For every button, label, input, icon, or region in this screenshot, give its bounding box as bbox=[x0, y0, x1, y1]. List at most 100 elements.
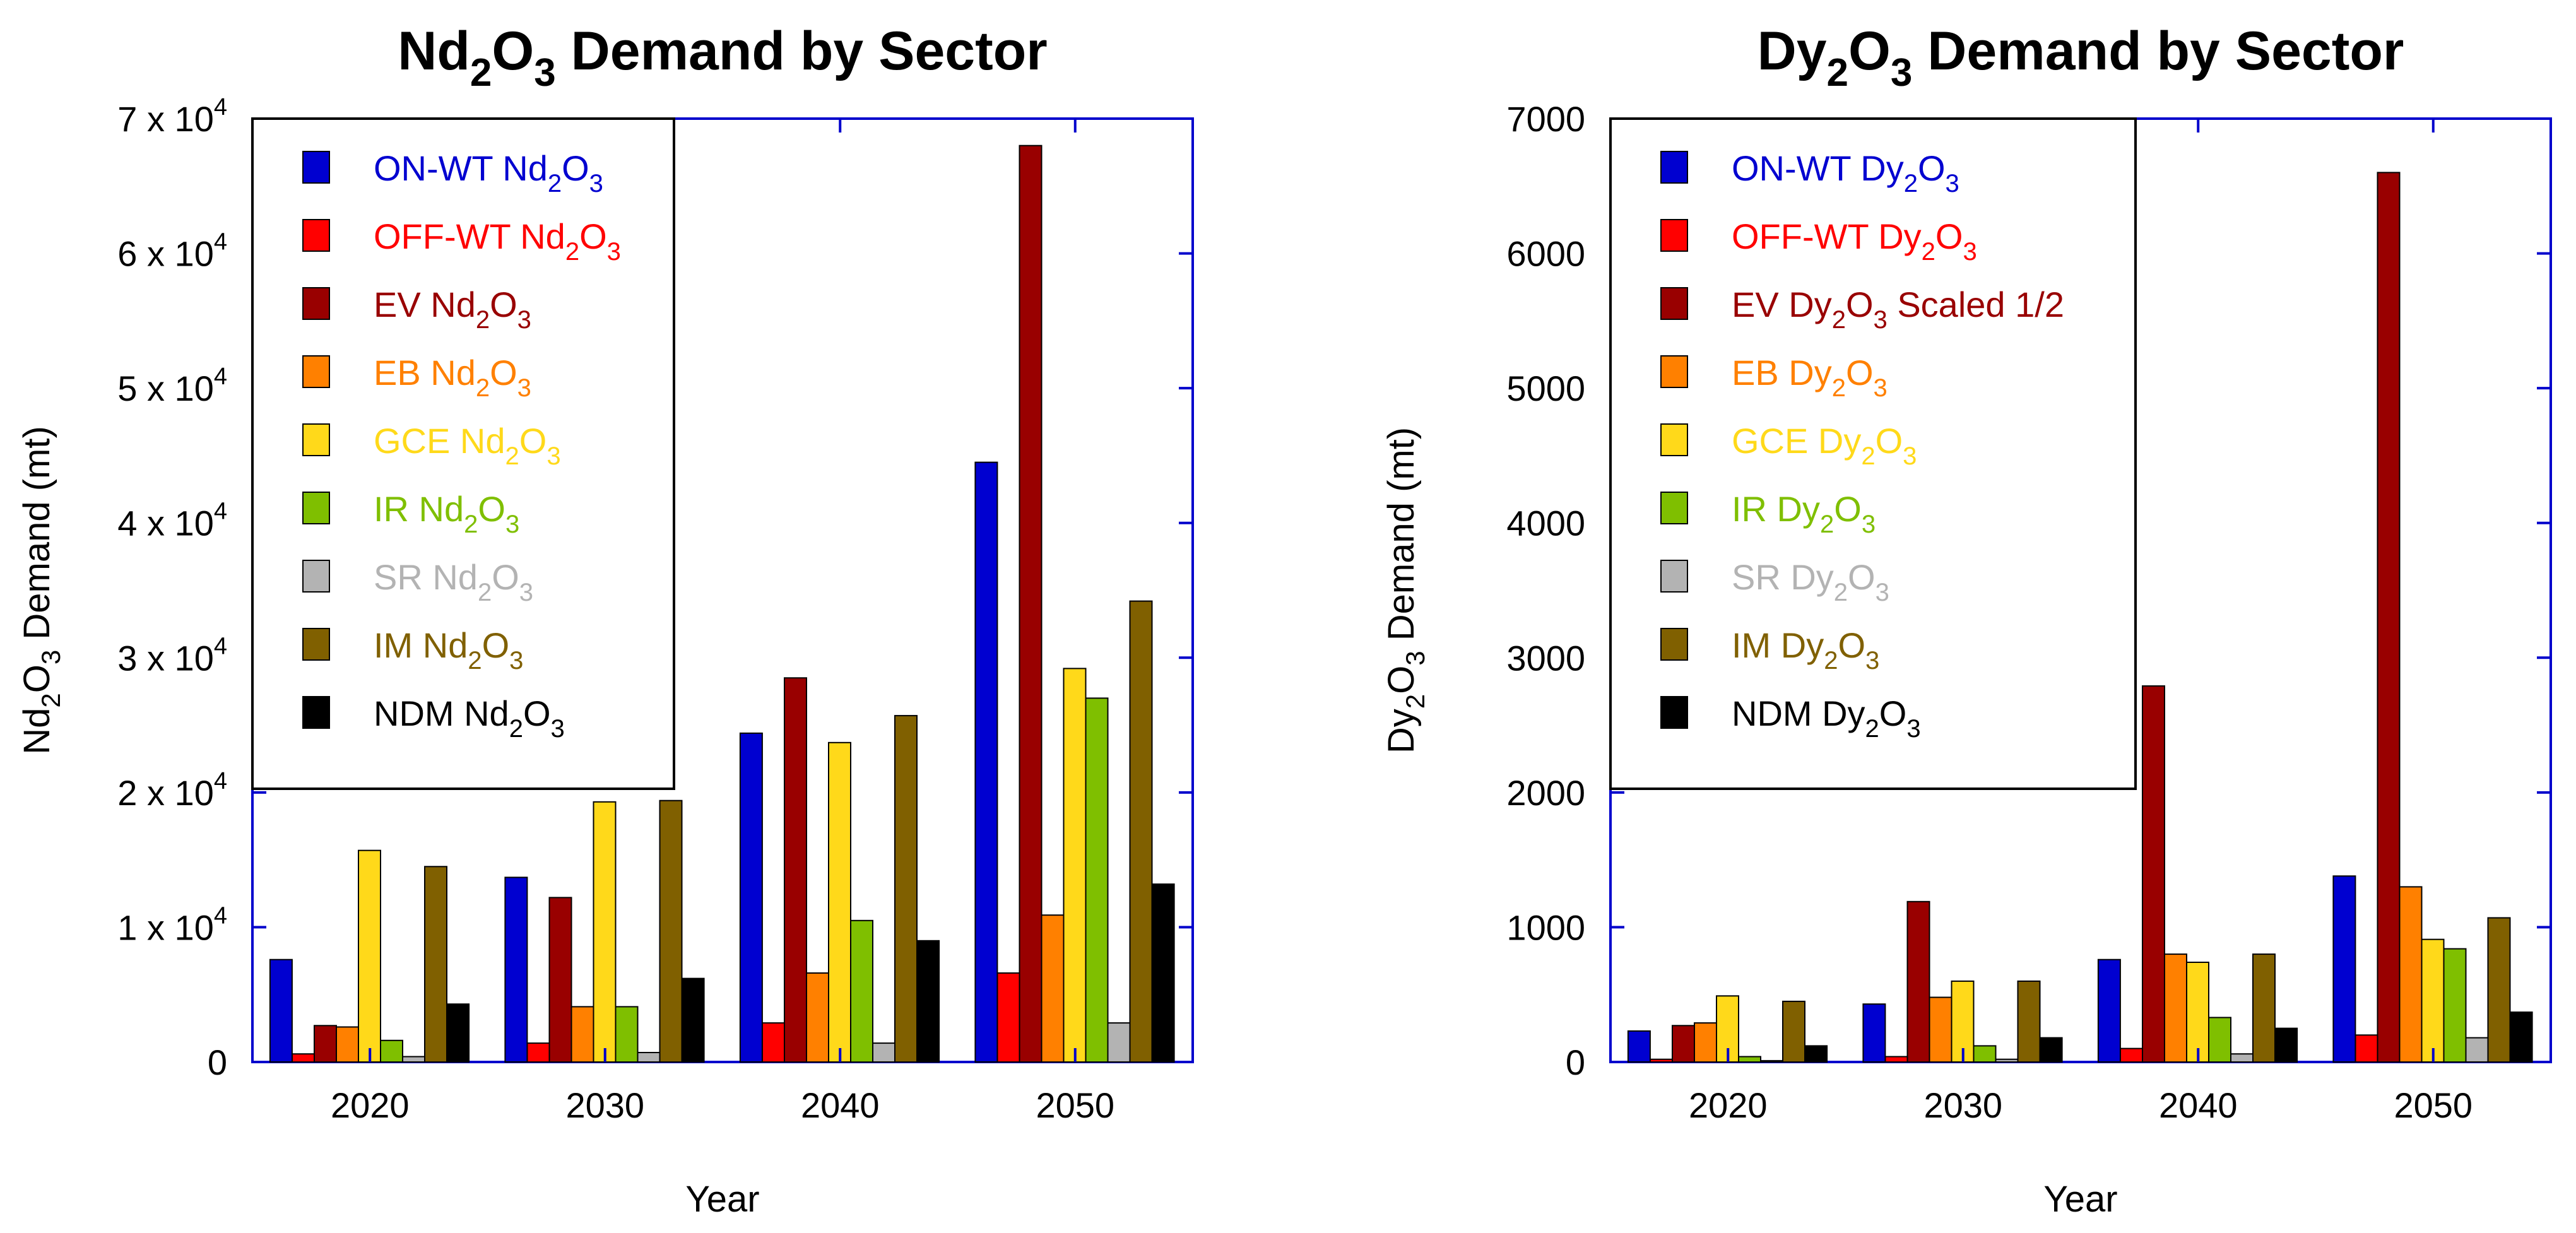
legend-text: GCE Dy bbox=[1732, 421, 1861, 461]
legend-subscript: 3 bbox=[1963, 238, 1976, 266]
y-axis-label-subscript: 3 bbox=[36, 650, 66, 664]
chart-title-subscript: 3 bbox=[1891, 51, 1912, 95]
chart-title-part: Demand by Sector bbox=[556, 21, 1048, 81]
y-tick-label: 1 x 104 bbox=[117, 902, 227, 947]
y-tick-label: 0 bbox=[1566, 1042, 1585, 1082]
legend-subscript: 2 bbox=[476, 306, 490, 334]
chart-title-subscript: 2 bbox=[470, 51, 492, 95]
legend-text: EB Nd bbox=[374, 353, 476, 392]
y-tick-value: 1000 bbox=[1506, 907, 1585, 947]
legend-label-ndm: NDM Nd2O3 bbox=[374, 693, 565, 743]
bar-ir-2020 bbox=[380, 1039, 403, 1063]
legend-swatch-ir bbox=[1660, 492, 1688, 524]
y-axis-label-part: Dy bbox=[1381, 709, 1422, 753]
legend-subscript: 2 bbox=[1922, 238, 1935, 266]
legend-swatch-im bbox=[302, 628, 330, 661]
legend-subscript: 2 bbox=[1834, 579, 1848, 606]
y-tick-label: 2 x 104 bbox=[117, 768, 227, 813]
legend-subscript: 2 bbox=[468, 647, 482, 675]
bar-off-wt-2040 bbox=[762, 1022, 785, 1063]
legend-swatch-eb bbox=[1660, 355, 1688, 388]
legend-text: O bbox=[1848, 557, 1876, 597]
bar-ndm-2020 bbox=[1804, 1045, 1828, 1063]
bar-eb-2040 bbox=[806, 972, 829, 1063]
legend-subscript: 3 bbox=[1903, 442, 1917, 470]
y-axis-label-part: Nd bbox=[16, 708, 57, 755]
y-tick-label: 6000 bbox=[1506, 234, 1585, 274]
bar-ir-2030 bbox=[615, 1006, 639, 1063]
y-axis-label-part: O bbox=[16, 664, 57, 693]
bar-ev-2030 bbox=[548, 897, 572, 1063]
legend-subscript: 2 bbox=[1904, 170, 1918, 198]
legend-text: ON-WT Dy bbox=[1732, 148, 1904, 188]
legend-label-ir: IR Nd2O3 bbox=[374, 489, 519, 538]
legend-text: Scaled 1/2 bbox=[1888, 285, 2064, 324]
legend-label-off-wt: OFF-WT Nd2O3 bbox=[374, 216, 621, 266]
legend-subscript: 3 bbox=[1874, 374, 1888, 402]
bar-eb-2040 bbox=[2164, 953, 2187, 1063]
bar-eb-2020 bbox=[336, 1026, 359, 1063]
y-tick-label: 5000 bbox=[1506, 369, 1585, 408]
legend-swatch-sr bbox=[302, 560, 330, 593]
legend-swatch-gce bbox=[1660, 423, 1688, 456]
legend-label-eb: EB Dy2O3 bbox=[1732, 353, 1888, 402]
legend-label-ir: IR Dy2O3 bbox=[1732, 489, 1876, 538]
y-tick-mantissa: 6 x 10 bbox=[117, 234, 214, 274]
legend-subscript: 2 bbox=[548, 170, 562, 198]
bar-gce-2040 bbox=[828, 741, 851, 1063]
bar-ndm-2020 bbox=[446, 1003, 470, 1063]
y-tick-exponent: 4 bbox=[214, 768, 227, 794]
x-tick-label-2020: 2020 bbox=[331, 1085, 410, 1125]
bar-ir-2020 bbox=[1738, 1056, 1761, 1063]
y-tick-exponent: 4 bbox=[214, 229, 227, 256]
bar-eb-2030 bbox=[1929, 996, 1953, 1063]
legend-swatch-ir bbox=[302, 492, 330, 524]
bar-sr-2020 bbox=[1760, 1059, 1783, 1063]
legend-subscript: 2 bbox=[1824, 647, 1838, 675]
legend-text: O bbox=[490, 353, 517, 392]
bar-ev-2050 bbox=[2377, 172, 2401, 1063]
legend-label-off-wt: OFF-WT Dy2O3 bbox=[1732, 216, 1977, 266]
bar-off-wt-2050 bbox=[996, 972, 1020, 1063]
legend-subscript: 2 bbox=[509, 715, 523, 743]
legend-label-ev: EV Dy2O3 Scaled 1/2 bbox=[1732, 285, 2064, 334]
bar-im-2050 bbox=[2487, 917, 2511, 1063]
legend-text: O bbox=[482, 625, 510, 665]
y-tick-exponent: 4 bbox=[214, 363, 227, 390]
legend-subscript: 3 bbox=[547, 442, 560, 470]
bar-off-wt-2050 bbox=[2354, 1034, 2378, 1063]
legend-subscript: 3 bbox=[589, 170, 603, 198]
legend-subscript: 2 bbox=[565, 238, 579, 266]
legend-swatch-on-wt bbox=[302, 151, 330, 184]
y-tick-exponent: 4 bbox=[214, 499, 227, 525]
bar-on-wt-2030 bbox=[1862, 1003, 1886, 1063]
legend-swatch-on-wt bbox=[1660, 151, 1688, 184]
legend-text: SR Dy bbox=[1732, 557, 1834, 597]
legend-subscript: 2 bbox=[1865, 715, 1879, 743]
x-tick-label-2030: 2030 bbox=[565, 1085, 644, 1125]
bar-on-wt-2020 bbox=[269, 959, 293, 1063]
y-tick-exponent: 4 bbox=[214, 633, 227, 659]
legend-swatch-sr bbox=[1660, 560, 1688, 593]
legend-text: EV Nd bbox=[374, 285, 476, 324]
bar-im-2020 bbox=[424, 866, 447, 1063]
legend-text: O bbox=[523, 693, 551, 733]
bar-off-wt-2030 bbox=[1884, 1056, 1908, 1063]
legend-subscript: 3 bbox=[519, 579, 533, 606]
y-tick-mantissa: 7 x 10 bbox=[117, 99, 214, 139]
bar-ir-2030 bbox=[1973, 1045, 1997, 1063]
bar-ndm-2040 bbox=[916, 940, 940, 1063]
bar-ev-2030 bbox=[1906, 900, 1930, 1063]
legend-label-im: IM Dy2O3 bbox=[1732, 625, 1879, 675]
legend-text: O bbox=[1834, 489, 1862, 529]
legend-subscript: 2 bbox=[478, 579, 492, 606]
chart-title-part: Demand by Sector bbox=[1912, 21, 2404, 81]
legend-label-im: IM Nd2O3 bbox=[374, 625, 523, 675]
legend-subscript: 3 bbox=[1946, 170, 1959, 198]
legend-text: O bbox=[1846, 353, 1874, 392]
bar-on-wt-2040 bbox=[739, 732, 763, 1063]
legend-subscript: 3 bbox=[517, 306, 531, 334]
bar-ndm-2040 bbox=[2274, 1027, 2298, 1063]
